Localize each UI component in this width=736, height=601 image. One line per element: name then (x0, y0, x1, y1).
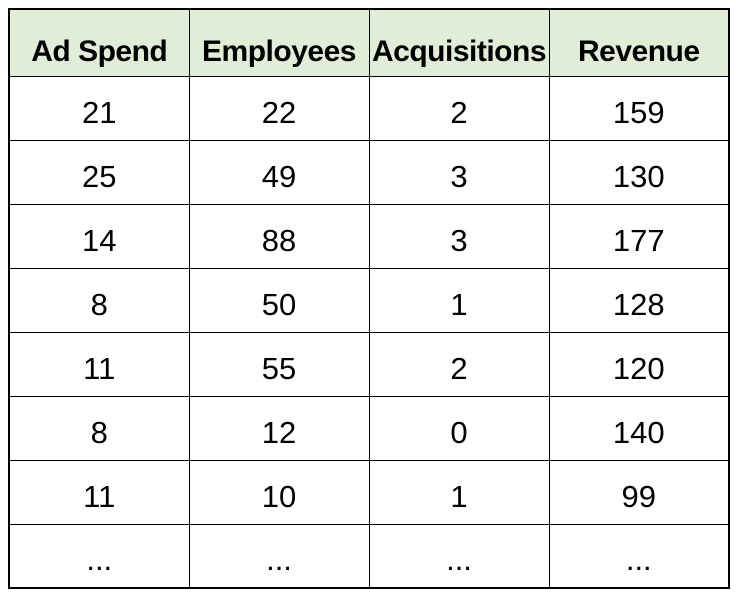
table-cell: ... (548, 523, 730, 589)
table-cell: 2 (368, 331, 550, 397)
table-cell: ... (188, 523, 370, 589)
table-cell: 3 (368, 203, 550, 269)
column-header-employees: Employees (188, 8, 370, 77)
table-cell: 1 (368, 459, 550, 525)
table-cell: 22 (188, 75, 370, 141)
table-cell: 99 (548, 459, 730, 525)
table-cell: 130 (548, 139, 730, 205)
column-header-ad-spend: Ad Spend (8, 8, 190, 77)
table-cell: ... (8, 523, 190, 589)
table-row: 14 88 3 177 (8, 203, 730, 269)
table-cell: 88 (188, 203, 370, 269)
table-cell: 25 (8, 139, 190, 205)
table-cell: 21 (8, 75, 190, 141)
table-cell: 11 (8, 459, 190, 525)
table-cell: 10 (188, 459, 370, 525)
column-header-revenue: Revenue (548, 8, 730, 77)
table-cell: 2 (368, 75, 550, 141)
table-cell: 1 (368, 267, 550, 333)
table-cell: 128 (548, 267, 730, 333)
table-cell: ... (368, 523, 550, 589)
table-row: 11 55 2 120 (8, 331, 730, 397)
table-row-ellipsis: ... ... ... ... (8, 523, 730, 589)
table-cell: 50 (188, 267, 370, 333)
table-row: 8 50 1 128 (8, 267, 730, 333)
table-cell: 0 (368, 395, 550, 461)
column-header-acquisitions: Acquisitions (368, 8, 550, 77)
table-row: 11 10 1 99 (8, 459, 730, 525)
table-cell: 55 (188, 331, 370, 397)
table-row: 25 49 3 130 (8, 139, 730, 205)
table-cell: 3 (368, 139, 550, 205)
table-cell: 8 (8, 395, 190, 461)
table-cell: 177 (548, 203, 730, 269)
table-cell: 11 (8, 331, 190, 397)
table-cell: 159 (548, 75, 730, 141)
table-row: 21 22 2 159 (8, 75, 730, 141)
table-cell: 8 (8, 267, 190, 333)
table-cell: 14 (8, 203, 190, 269)
data-table: Ad Spend Employees Acquisitions Revenue … (8, 8, 730, 589)
table-cell: 140 (548, 395, 730, 461)
table-cell: 49 (188, 139, 370, 205)
header-row: Ad Spend Employees Acquisitions Revenue (8, 8, 730, 77)
table-cell: 120 (548, 331, 730, 397)
table-row: 8 12 0 140 (8, 395, 730, 461)
table-cell: 12 (188, 395, 370, 461)
